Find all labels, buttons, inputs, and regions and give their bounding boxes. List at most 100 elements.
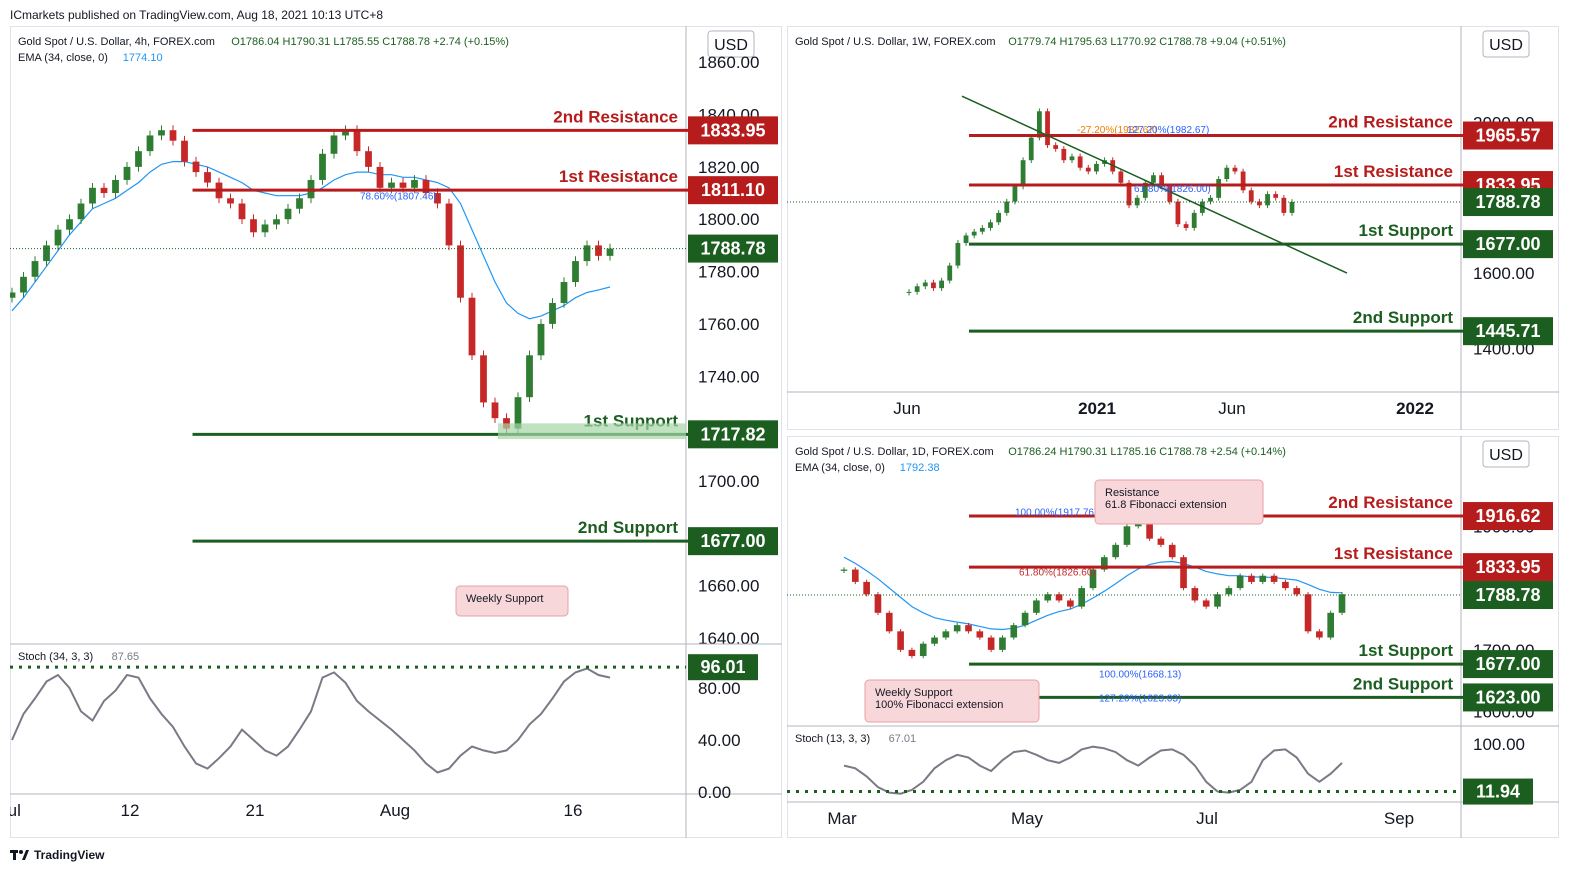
candle	[330, 135, 338, 154]
candle	[947, 265, 953, 281]
level-price-value: 1623.00	[1475, 687, 1540, 707]
ema-label: EMA (34, close, 0)	[18, 52, 108, 64]
candle	[1240, 171, 1246, 191]
candle	[1248, 575, 1255, 582]
candle	[1004, 201, 1010, 213]
chart-title: Gold Spot / U.S. Dollar, 1D, FOREX.com	[795, 446, 994, 458]
candle	[204, 172, 211, 183]
candle	[31, 261, 39, 277]
level-price-tag	[1463, 553, 1553, 582]
candle	[1338, 594, 1346, 613]
level-price-tag	[688, 116, 778, 145]
candle	[914, 286, 920, 292]
weekly-support-note-box	[864, 679, 1040, 723]
candle	[1304, 594, 1312, 632]
level-price-tag	[1463, 230, 1553, 259]
candle	[238, 203, 246, 220]
x-tick-label: Jun	[893, 399, 920, 418]
candle	[1224, 167, 1230, 180]
candle	[1069, 156, 1075, 161]
ohlc-readout: O1779.74 H1795.63 L1770.92 C1788.78 +9.0…	[1008, 36, 1286, 48]
candle	[1175, 201, 1181, 225]
candle	[965, 625, 972, 632]
weekly-support-note-text: 100% Fibonacci extension	[875, 699, 1003, 711]
level-label: 2nd Support	[1353, 308, 1453, 327]
candle	[89, 187, 96, 204]
candle	[112, 179, 119, 194]
candle	[273, 219, 280, 225]
y-tick-label: 1640.00	[698, 629, 759, 648]
candle	[1282, 581, 1289, 589]
candle	[996, 212, 1002, 223]
candle	[976, 631, 984, 638]
x-tick-label: Jul	[10, 801, 21, 820]
candle	[1094, 163, 1099, 172]
candle	[1044, 594, 1052, 601]
candle	[169, 130, 177, 141]
level-label: 2nd Support	[578, 518, 678, 537]
candle	[1100, 557, 1108, 570]
candle	[1146, 523, 1153, 539]
candle	[1180, 557, 1187, 589]
chart-4h[interactable]: Gold Spot / U.S. Dollar, 4h, FOREX.com O1…	[10, 26, 782, 838]
fib-label: 127.20%(1623.03)	[1099, 693, 1181, 704]
candle	[1191, 588, 1199, 601]
level-price-value: 1677.00	[700, 531, 765, 551]
candle	[971, 231, 977, 236]
candle	[1270, 575, 1278, 582]
candle	[1327, 612, 1335, 638]
candle	[445, 203, 453, 246]
x-tick-label: Jul	[1196, 809, 1218, 828]
level-label: 1st Resistance	[559, 167, 678, 186]
currency-box	[1482, 30, 1530, 58]
candle	[1208, 197, 1213, 202]
fib-label: 127.20%(1982.67)	[1127, 125, 1209, 136]
candle	[851, 569, 859, 582]
candle	[583, 245, 591, 262]
stoch-level-value: 11.94	[1476, 782, 1520, 802]
fib-label: 100.00%(1668.13)	[1099, 670, 1181, 681]
level-price-value: 1916.62	[1475, 506, 1540, 526]
level-price-tag	[688, 176, 778, 205]
stoch-level-value: 96.01	[700, 657, 745, 677]
candle	[1168, 544, 1176, 558]
candle	[1028, 137, 1034, 161]
chart-1w[interactable]: Gold Spot / U.S. Dollar, 1W, FOREX.com O1…	[787, 26, 1559, 430]
stoch-level-tag	[688, 654, 758, 681]
ohlc-readout: O1786.24 H1790.31 L1785.16 C1788.78 +2.5…	[1008, 446, 1286, 458]
candle	[43, 245, 50, 262]
fib-label: 100.00%(1917.76)	[1015, 507, 1097, 518]
level-label: 2nd Resistance	[1328, 113, 1453, 132]
currency-label: USD	[714, 37, 748, 54]
level-price-tag	[688, 527, 778, 556]
candle	[560, 282, 568, 303]
currency-label: USD	[1489, 37, 1523, 54]
candle	[1281, 197, 1287, 213]
candle	[457, 245, 464, 298]
x-tick-label: 21	[246, 801, 265, 820]
candle	[1123, 526, 1131, 545]
candle	[1036, 111, 1042, 138]
candle	[342, 130, 349, 136]
candle	[1033, 600, 1040, 613]
candle	[939, 280, 944, 289]
stoch-line	[843, 745, 1343, 795]
candle	[906, 291, 912, 293]
footer-brand[interactable]: TradingView	[10, 848, 104, 862]
candle	[100, 187, 108, 194]
candle	[261, 224, 269, 233]
tradingview-logo-icon	[10, 850, 29, 860]
chart-1d[interactable]: Gold Spot / U.S. Dollar, 1D, FOREX.com O1…	[787, 436, 1559, 838]
level-price-tag	[688, 420, 778, 449]
pane-frame	[787, 436, 1559, 838]
candle	[123, 166, 131, 180]
x-tick-label: 16	[564, 801, 583, 820]
candle	[376, 166, 384, 188]
y-tick-label: 1800.00	[698, 210, 759, 229]
level-price-value: 1811.10	[701, 180, 765, 200]
candle	[1216, 179, 1222, 198]
candle	[537, 323, 545, 356]
pane-frame	[10, 26, 782, 838]
candle	[1157, 538, 1165, 545]
currency-box	[1482, 440, 1530, 468]
